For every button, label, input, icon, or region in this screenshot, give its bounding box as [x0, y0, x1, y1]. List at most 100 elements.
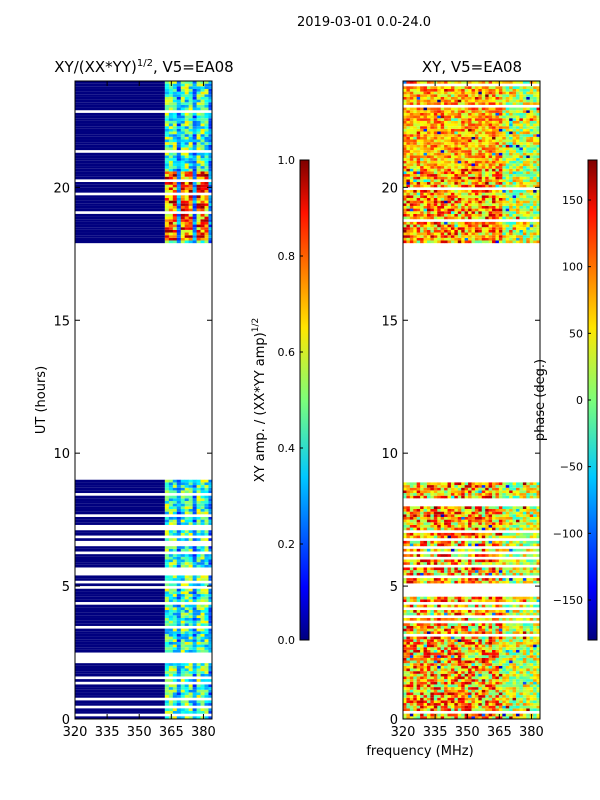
- heatmap-cell: [172, 538, 178, 541]
- heatmap-cell: [172, 508, 178, 512]
- heatmap-cell: [512, 532, 517, 536]
- heatmap-cell: [168, 546, 174, 549]
- heatmap-cell: [188, 519, 193, 523]
- heatmap-cell: [526, 631, 531, 634]
- heatmap-cell: [498, 197, 503, 201]
- heatmap-cell: [180, 131, 186, 135]
- heatmap-cell: [192, 687, 197, 690]
- heatmap-cell: [481, 705, 486, 709]
- heatmap-cell: [450, 676, 455, 680]
- heatmap-cell: [461, 482, 465, 486]
- heatmap-cell: [509, 535, 513, 539]
- heatmap-cell: [440, 697, 445, 701]
- heatmap-cell: [176, 687, 182, 690]
- heatmap-cell: [516, 224, 520, 228]
- heatmap-cell: [457, 548, 462, 552]
- heatmap-cell: [474, 540, 479, 544]
- heatmap-cell: [164, 639, 170, 642]
- heatmap-cell: [464, 213, 469, 217]
- heatmap-cell: [413, 511, 417, 515]
- heatmap-cell: [180, 171, 186, 175]
- heatmap-cell: [478, 554, 483, 557]
- heatmap-cell: [457, 604, 462, 608]
- heatmap-cell: [450, 580, 455, 584]
- heatmap-cell: [512, 221, 517, 225]
- heatmap-cell: [481, 197, 486, 201]
- heatmap-cell: [450, 559, 455, 563]
- heatmap-cell: [444, 652, 448, 656]
- heatmap-cell: [413, 623, 417, 626]
- heatmap-cell: [516, 610, 520, 613]
- heatmap-cell: [522, 679, 527, 682]
- heatmap-cell: [168, 612, 174, 616]
- heatmap-cell: [164, 115, 170, 119]
- heatmap-cell: [444, 570, 448, 573]
- heatmap-cell: [200, 689, 205, 693]
- heatmap-cell: [471, 596, 476, 600]
- heatmap-cell: [433, 554, 438, 557]
- heatmap-cell: [430, 522, 435, 525]
- heatmap-cell: [403, 676, 407, 680]
- heatmap-cell: [529, 548, 534, 552]
- heatmap-cell: [485, 631, 489, 634]
- heatmap-cell: [200, 620, 205, 624]
- heatmap-cell: [526, 527, 531, 531]
- heatmap-cell: [416, 668, 421, 672]
- heatmap-cell: [200, 639, 205, 642]
- heatmap-cell: [406, 700, 411, 704]
- heatmap-cell: [488, 229, 493, 233]
- heatmap-cell: [416, 570, 421, 573]
- heatmap-cell: [529, 514, 534, 517]
- heatmap-cell: [485, 511, 489, 515]
- heatmap-cell: [172, 120, 178, 124]
- heatmap-cell: [457, 506, 462, 509]
- heatmap-cell: [196, 189, 201, 193]
- heatmap-cell: [413, 192, 417, 196]
- heatmap-cell: [488, 197, 493, 201]
- heatmap-cell: [526, 580, 531, 584]
- heatmap-cell: [413, 548, 417, 552]
- heatmap-cell: [502, 631, 507, 634]
- heatmap-cell: [522, 527, 527, 531]
- heatmap-cell: [420, 203, 424, 206]
- heatmap-cell: [529, 617, 534, 621]
- heatmap-cell: [461, 490, 465, 494]
- heatmap-cell: [416, 655, 421, 658]
- heatmap-cell: [450, 490, 455, 494]
- heatmap-cell: [454, 697, 459, 701]
- heatmap-cell: [485, 625, 489, 629]
- heatmap-cell: [75, 144, 165, 148]
- heatmap-cell: [533, 485, 537, 488]
- heatmap-cell: [498, 660, 503, 664]
- heatmap-cell: [75, 482, 165, 486]
- heatmap-cell: [75, 556, 165, 560]
- heatmap-cell: [502, 540, 507, 544]
- heatmap-cell: [468, 227, 472, 230]
- heatmap-cell: [485, 554, 489, 557]
- heatmap-cell: [468, 636, 472, 640]
- heatmap-cell: [184, 604, 189, 608]
- heatmap-cell: [409, 200, 414, 204]
- heatmap-cell: [192, 136, 197, 140]
- heatmap-cell: [502, 487, 507, 491]
- heatmap-cell: [204, 163, 209, 167]
- heatmap-cell: [406, 647, 411, 650]
- heatmap-cell: [444, 644, 448, 648]
- heatmap-cell: [498, 716, 503, 719]
- heatmap-cell: [488, 617, 493, 621]
- heatmap-cell: [529, 660, 534, 664]
- heatmap-cell: [481, 671, 486, 674]
- heatmap-cell: [416, 195, 421, 198]
- heatmap-cell: [164, 628, 170, 632]
- heatmap-cell: [533, 522, 537, 525]
- heatmap-cell: [426, 660, 431, 664]
- heatmap-cell: [509, 703, 513, 706]
- heatmap-cell: [437, 559, 441, 563]
- heatmap-cell: [481, 649, 486, 653]
- heatmap-cell: [75, 578, 165, 581]
- heatmap-cell: [409, 695, 414, 698]
- heatmap-cell: [444, 540, 448, 544]
- heatmap-cell: [426, 599, 431, 603]
- heatmap-cell: [519, 692, 524, 696]
- heatmap-cell: [180, 229, 186, 233]
